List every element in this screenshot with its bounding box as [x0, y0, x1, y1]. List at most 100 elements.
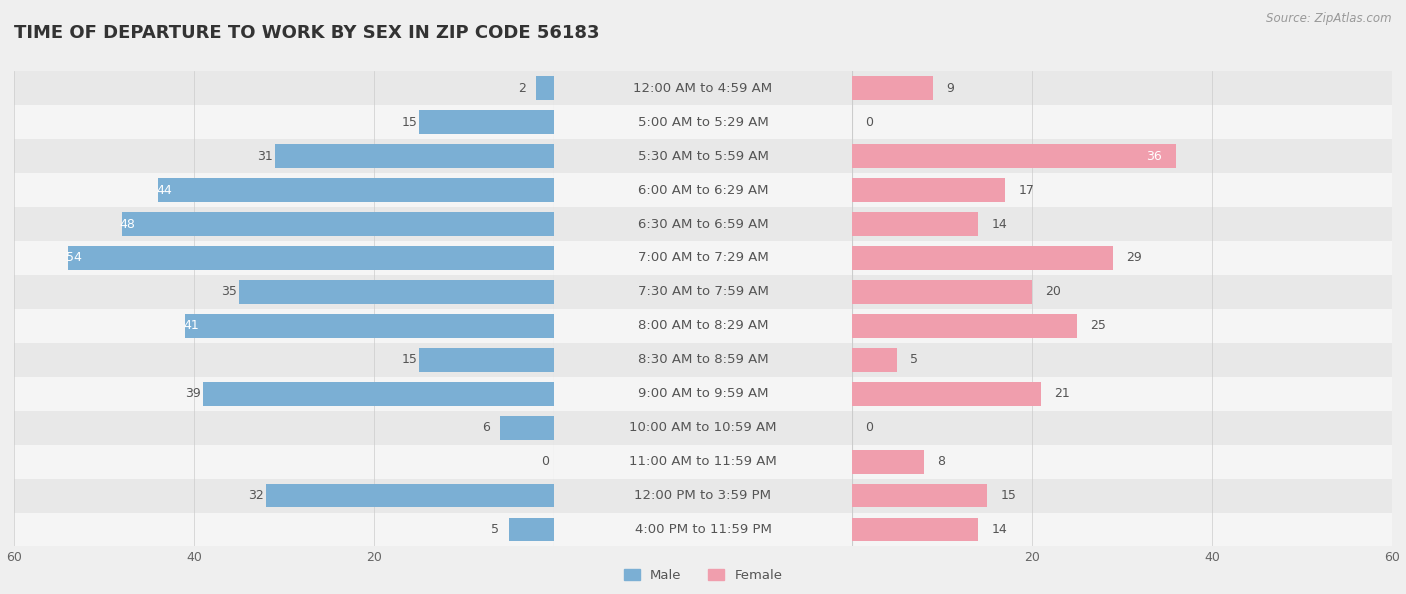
Bar: [554, 71, 852, 105]
Bar: [852, 275, 1392, 309]
Bar: [554, 275, 852, 309]
Bar: [204, 382, 554, 406]
Bar: [852, 212, 977, 236]
Legend: Male, Female: Male, Female: [619, 564, 787, 587]
Text: 54: 54: [66, 251, 82, 264]
Text: 7:00 AM to 7:29 AM: 7:00 AM to 7:29 AM: [638, 251, 768, 264]
Bar: [186, 314, 554, 338]
Text: 8: 8: [938, 455, 945, 468]
Text: 15: 15: [1000, 489, 1017, 502]
Text: Source: ZipAtlas.com: Source: ZipAtlas.com: [1267, 12, 1392, 25]
Text: 6:00 AM to 6:29 AM: 6:00 AM to 6:29 AM: [638, 184, 768, 197]
Text: 9: 9: [946, 82, 955, 95]
Bar: [14, 139, 554, 173]
Text: 8:00 AM to 8:29 AM: 8:00 AM to 8:29 AM: [638, 320, 768, 333]
Bar: [239, 280, 554, 304]
Bar: [852, 280, 1032, 304]
Bar: [509, 517, 554, 541]
Bar: [852, 479, 1392, 513]
Bar: [554, 377, 852, 410]
Text: 7:30 AM to 7:59 AM: 7:30 AM to 7:59 AM: [637, 285, 769, 298]
Text: 12:00 PM to 3:59 PM: 12:00 PM to 3:59 PM: [634, 489, 772, 502]
Bar: [14, 173, 554, 207]
Text: 5: 5: [910, 353, 918, 366]
Text: 15: 15: [401, 116, 418, 129]
Text: 12:00 AM to 4:59 AM: 12:00 AM to 4:59 AM: [634, 82, 772, 95]
Bar: [852, 343, 1392, 377]
Bar: [852, 178, 1005, 202]
Text: 6: 6: [482, 421, 491, 434]
Text: 5:00 AM to 5:29 AM: 5:00 AM to 5:29 AM: [638, 116, 768, 129]
Bar: [14, 343, 554, 377]
Text: 21: 21: [1054, 387, 1070, 400]
Text: 5:30 AM to 5:59 AM: 5:30 AM to 5:59 AM: [637, 150, 769, 163]
Bar: [554, 241, 852, 275]
Bar: [554, 173, 852, 207]
Bar: [852, 513, 1392, 546]
Text: 5: 5: [491, 523, 499, 536]
Bar: [852, 241, 1392, 275]
Text: 15: 15: [401, 353, 418, 366]
Bar: [276, 144, 554, 168]
Text: 25: 25: [1090, 320, 1107, 333]
Text: 11:00 AM to 11:59 AM: 11:00 AM to 11:59 AM: [628, 455, 778, 468]
Bar: [852, 207, 1392, 241]
Text: 29: 29: [1126, 251, 1142, 264]
Bar: [14, 275, 554, 309]
Bar: [14, 377, 554, 410]
Bar: [554, 513, 852, 546]
Text: 39: 39: [186, 387, 201, 400]
Text: 2: 2: [519, 82, 526, 95]
Bar: [14, 410, 554, 445]
Text: 48: 48: [120, 217, 135, 230]
Text: 36: 36: [1146, 150, 1163, 163]
Text: 31: 31: [257, 150, 273, 163]
Bar: [852, 484, 987, 507]
Bar: [14, 105, 554, 139]
Bar: [14, 207, 554, 241]
Text: 8:30 AM to 8:59 AM: 8:30 AM to 8:59 AM: [638, 353, 768, 366]
Bar: [852, 382, 1040, 406]
Bar: [419, 348, 554, 372]
Bar: [852, 309, 1392, 343]
Bar: [14, 513, 554, 546]
Bar: [852, 314, 1077, 338]
Bar: [14, 445, 554, 479]
Bar: [537, 77, 554, 100]
Bar: [554, 445, 852, 479]
Bar: [852, 105, 1392, 139]
Text: 0: 0: [541, 455, 548, 468]
Text: 14: 14: [991, 217, 1007, 230]
Bar: [67, 246, 554, 270]
Text: 32: 32: [249, 489, 264, 502]
Bar: [554, 410, 852, 445]
Text: 6:30 AM to 6:59 AM: 6:30 AM to 6:59 AM: [638, 217, 768, 230]
Bar: [852, 71, 1392, 105]
Text: 44: 44: [156, 184, 172, 197]
Bar: [852, 77, 932, 100]
Bar: [852, 348, 897, 372]
Bar: [852, 144, 1175, 168]
Bar: [852, 173, 1392, 207]
Bar: [14, 71, 554, 105]
Bar: [554, 105, 852, 139]
Bar: [266, 484, 554, 507]
Bar: [554, 309, 852, 343]
Bar: [122, 212, 554, 236]
Text: 41: 41: [183, 320, 198, 333]
Text: 14: 14: [991, 523, 1007, 536]
Text: 17: 17: [1018, 184, 1033, 197]
Text: 20: 20: [1045, 285, 1062, 298]
Bar: [852, 517, 977, 541]
Bar: [157, 178, 554, 202]
Bar: [852, 246, 1112, 270]
Bar: [554, 139, 852, 173]
Bar: [14, 241, 554, 275]
Bar: [852, 445, 1392, 479]
Bar: [554, 207, 852, 241]
Bar: [501, 416, 554, 440]
Bar: [852, 377, 1392, 410]
Bar: [852, 139, 1392, 173]
Text: 10:00 AM to 10:59 AM: 10:00 AM to 10:59 AM: [630, 421, 776, 434]
Bar: [14, 309, 554, 343]
